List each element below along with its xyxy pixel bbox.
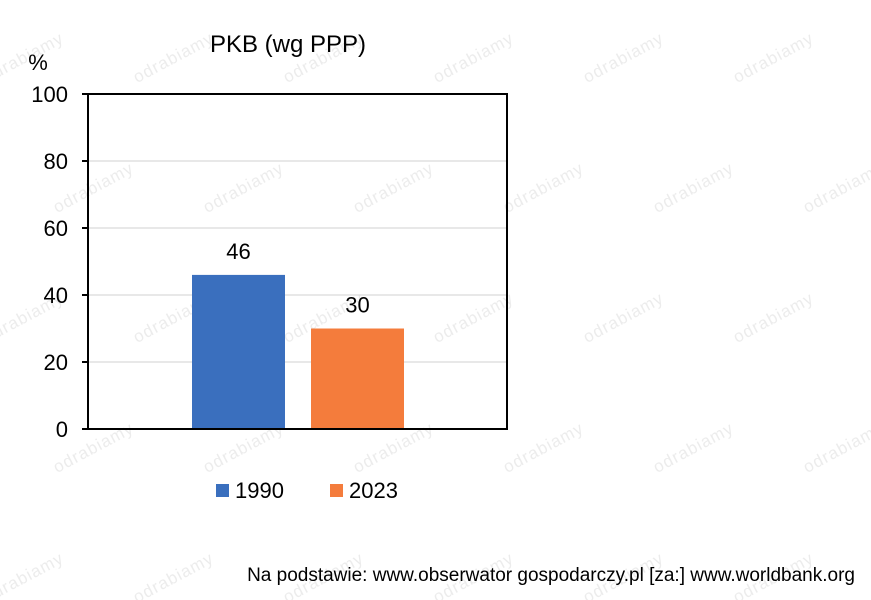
source-note: Na podstawie: www.obserwator gospodarczy… <box>247 565 855 586</box>
bar-2023 <box>311 328 404 429</box>
y-tick-label: 60 <box>44 216 68 241</box>
y-tick-label: 20 <box>44 350 68 375</box>
y-tick-label: 80 <box>44 149 68 174</box>
grid-lines <box>88 160 507 363</box>
data-label-2023: 30 <box>345 293 369 318</box>
legend: 1990 2023 <box>216 478 398 503</box>
y-tick-label: 0 <box>56 417 68 442</box>
legend-label-2023: 2023 <box>349 478 398 503</box>
y-tick-label: 100 <box>31 82 68 107</box>
data-label-1990: 46 <box>226 239 250 264</box>
y-axis-label: % <box>28 50 48 75</box>
bar-1990 <box>192 274 285 429</box>
bar-labels: 46 30 <box>226 239 369 318</box>
chart-title: PKB (wg PPP) <box>210 31 366 58</box>
legend-label-1990: 1990 <box>235 478 284 503</box>
bars <box>192 274 404 429</box>
y-ticks: 0 20 40 60 80 100 <box>31 82 88 442</box>
legend-swatch-2023 <box>330 484 343 497</box>
legend-swatch-1990 <box>216 484 229 497</box>
plot-frame <box>87 93 508 430</box>
y-tick-label: 40 <box>44 283 68 308</box>
